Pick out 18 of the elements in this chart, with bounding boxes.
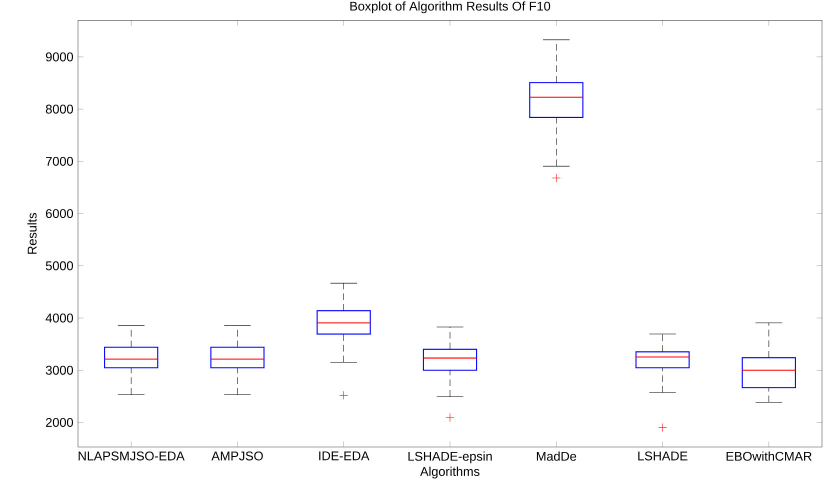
x-tick-label: MadDe <box>536 451 576 461</box>
x-tick-label: NLAPSMJSO-EDA <box>78 451 185 460</box>
y-tick-label: 5000 <box>46 261 74 270</box>
y-tick-label: 3000 <box>46 366 74 375</box>
x-tick-label: LSHADE-epsin <box>408 451 492 464</box>
y-axis-title: Results <box>27 213 37 254</box>
y-tick-label: 9000 <box>46 52 74 62</box>
x-axis-title: Algorithms <box>420 466 480 478</box>
y-tick-label: 8000 <box>46 104 74 114</box>
x-tick-label: EBOwithCMAR <box>726 451 812 461</box>
x-tick-label: AMPJSO <box>211 451 263 460</box>
chart-title: Boxplot of Algorithm Results Of F10 <box>350 1 550 14</box>
y-tick-label: 6000 <box>46 209 74 218</box>
y-tick-label: 2000 <box>46 418 74 427</box>
x-tick-label: LSHADE <box>638 451 688 460</box>
x-tick-label: IDE-EDA <box>319 451 370 460</box>
y-tick-label: 4000 <box>46 314 74 322</box>
y-tick-label: 7000 <box>46 156 74 166</box>
